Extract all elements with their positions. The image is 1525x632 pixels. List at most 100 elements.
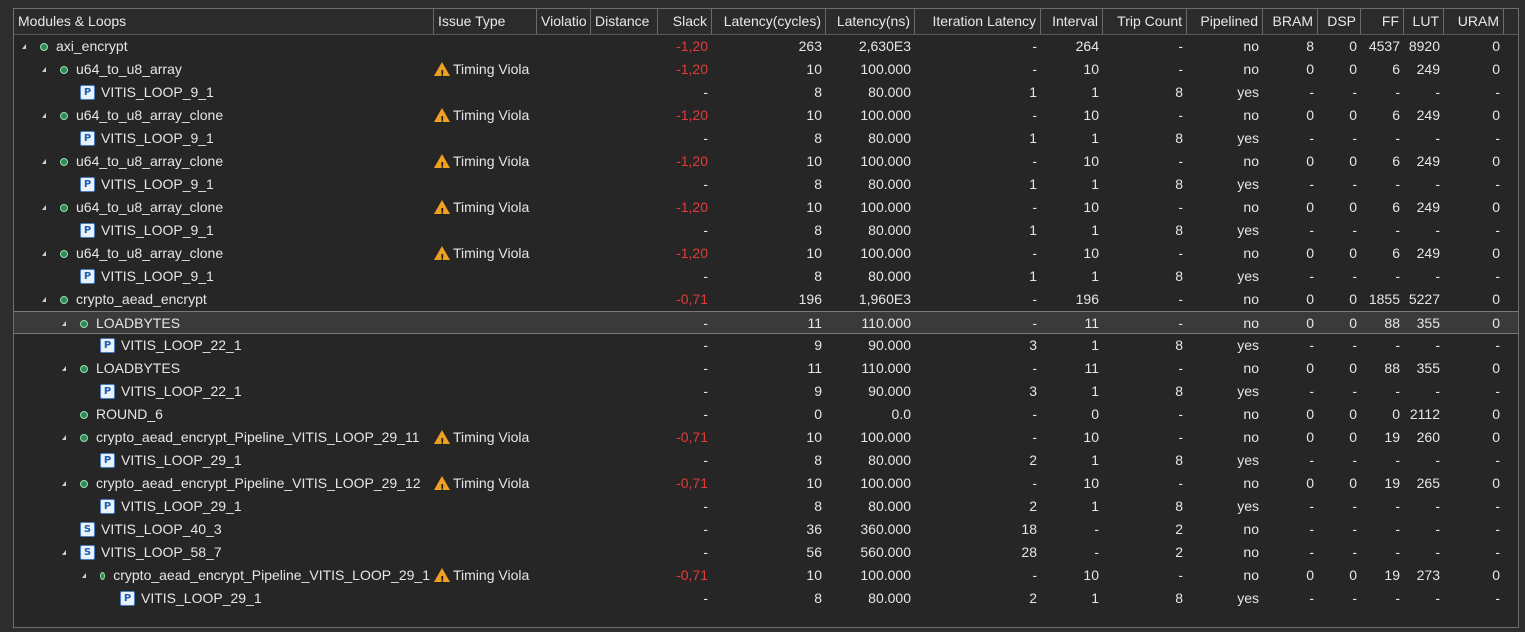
- table-row[interactable]: P VITIS_LOOP_29_1 - 8 80.000 2 1 8 yes - - - - -: [14, 495, 1518, 518]
- column-header-interval[interactable]: Interval: [1041, 9, 1103, 34]
- table-row[interactable]: axi_encrypt -1,20 263 2,630E3 - 264 - no 8 0 4537 8…: [14, 35, 1518, 58]
- table-row[interactable]: ROUND_6 - 0 0.0 - 0 - no 0 0 0 2112 0: [14, 403, 1518, 426]
- module-dot-icon: [80, 364, 88, 373]
- pipelined-cell: yes: [1237, 383, 1259, 399]
- column-header-issue[interactable]: Issue Type: [434, 9, 537, 34]
- ff-cell: -: [1395, 544, 1400, 560]
- module-dot-icon: [80, 410, 88, 419]
- table-row[interactable]: P VITIS_LOOP_29_1 - 8 80.000 2 1 8 yes - - - - -: [14, 587, 1518, 610]
- lat-ns-cell: 100.000: [860, 475, 911, 491]
- lat-ns-cell: 80.000: [868, 590, 911, 606]
- table-row[interactable]: u64_to_u8_array_clone Timing Viola -1,20 10…: [14, 242, 1518, 265]
- column-header-name[interactable]: Modules & Loops: [14, 9, 434, 34]
- column-header-slack[interactable]: Slack: [658, 9, 712, 34]
- module-dot-icon: [100, 571, 106, 580]
- column-header-lat-ns[interactable]: Latency(ns): [826, 9, 915, 34]
- row-name-cell: P VITIS_LOOP_22_1: [14, 380, 434, 403]
- table-row[interactable]: P VITIS_LOOP_9_1 - 8 80.000 1 1 8 yes - - - - -: [14, 219, 1518, 242]
- column-header-pipelined[interactable]: Pipelined: [1187, 9, 1263, 34]
- table-row[interactable]: P VITIS_LOOP_22_1 - 9 90.000 3 1 8 yes - - - - -: [14, 334, 1518, 357]
- issue-type-cell: [434, 518, 537, 541]
- lat-cycles-cell: 196: [798, 291, 822, 307]
- table-row[interactable]: LOADBYTES - 11 110.000 - 11 - no 0 0 88 355 0: [14, 357, 1518, 380]
- triangle-down-icon[interactable]: [42, 205, 46, 210]
- triangle-down-icon[interactable]: [62, 321, 66, 326]
- table-row[interactable]: LOADBYTES - 11 110.000 - 11 - no 0 0 88 355 0: [14, 311, 1518, 334]
- column-header-lut[interactable]: LUT: [1404, 9, 1444, 34]
- pipeline-loop-icon: P: [100, 338, 115, 353]
- triangle-down-icon[interactable]: [42, 159, 46, 164]
- row-name-cell: P VITIS_LOOP_9_1: [14, 173, 434, 196]
- bram-cell: -: [1309, 498, 1314, 514]
- pipelined-cell: no: [1243, 107, 1259, 123]
- bram-cell: 0: [1306, 245, 1314, 261]
- lat-cycles-cell: 10: [806, 245, 822, 261]
- column-header-violation[interactable]: Violatio: [537, 9, 591, 34]
- ff-cell: 88: [1384, 315, 1400, 331]
- triangle-down-icon[interactable]: [42, 113, 46, 118]
- lut-cell: 8920: [1408, 38, 1440, 54]
- row-name: VITIS_LOOP_9_1: [101, 84, 214, 100]
- triangle-down-icon[interactable]: [42, 251, 46, 256]
- bram-cell: -: [1309, 222, 1314, 238]
- table-row[interactable]: u64_to_u8_array_clone Timing Viola -1,20 10…: [14, 150, 1518, 173]
- table-row[interactable]: crypto_aead_encrypt -0,71 196 1,960E3 - 196 - n…: [14, 288, 1518, 311]
- triangle-down-icon[interactable]: [62, 435, 66, 440]
- column-header-iter-lat[interactable]: Iteration Latency: [915, 9, 1041, 34]
- lut-cell: -: [1435, 176, 1440, 192]
- column-header-lat-cycles[interactable]: Latency(cycles): [712, 9, 826, 34]
- interval-cell: 10: [1083, 153, 1099, 169]
- triangle-down-icon[interactable]: [42, 67, 46, 72]
- iter-lat-cell: 18: [1021, 521, 1037, 537]
- column-header-dsp[interactable]: DSP: [1318, 9, 1361, 34]
- slack-cell: -0,71: [676, 429, 708, 445]
- column-header-bram[interactable]: BRAM: [1263, 9, 1318, 34]
- triangle-down-icon[interactable]: [62, 481, 66, 486]
- ff-cell: -: [1395, 176, 1400, 192]
- row-name-cell: LOADBYTES: [14, 312, 434, 335]
- issue-type-cell: [434, 81, 537, 104]
- bram-cell: -: [1309, 383, 1314, 399]
- table-row[interactable]: S VITIS_LOOP_58_7 - 56 560.000 28 - 2 no - - - - -: [14, 541, 1518, 564]
- trip-cell: -: [1178, 315, 1183, 331]
- table-row[interactable]: crypto_aead_encrypt_Pipeline_VITIS_LOOP_…: [14, 564, 1518, 587]
- table-row[interactable]: u64_to_u8_array Timing Viola -1,20 10 100.00…: [14, 58, 1518, 81]
- trip-cell: 8: [1175, 498, 1183, 514]
- triangle-down-icon[interactable]: [62, 550, 66, 555]
- table-row[interactable]: P VITIS_LOOP_9_1 - 8 80.000 1 1 8 yes - - - - -: [14, 127, 1518, 150]
- uram-cell: 0: [1492, 61, 1500, 77]
- column-header-ff[interactable]: FF: [1361, 9, 1404, 34]
- triangle-down-icon[interactable]: [42, 297, 46, 302]
- table-row[interactable]: P VITIS_LOOP_9_1 - 8 80.000 1 1 8 yes - - - - -: [14, 265, 1518, 288]
- table-row[interactable]: P VITIS_LOOP_9_1 - 8 80.000 1 1 8 yes - - - - -: [14, 173, 1518, 196]
- table-row[interactable]: crypto_aead_encrypt_Pipeline_VITIS_LOOP_…: [14, 472, 1518, 495]
- table-row[interactable]: u64_to_u8_array_clone Timing Viola -1,20 10…: [14, 104, 1518, 127]
- lat-cycles-cell: 36: [806, 521, 822, 537]
- triangle-down-icon[interactable]: [22, 44, 26, 49]
- table-row[interactable]: P VITIS_LOOP_22_1 - 9 90.000 3 1 8 yes - - - - -: [14, 380, 1518, 403]
- pipelined-cell: no: [1243, 360, 1259, 376]
- uram-cell: 0: [1492, 291, 1500, 307]
- lat-cycles-cell: 8: [814, 176, 822, 192]
- bram-cell: 0: [1306, 291, 1314, 307]
- triangle-down-icon[interactable]: [62, 366, 66, 371]
- table-row[interactable]: P VITIS_LOOP_9_1 - 8 80.000 1 1 8 yes - - - - -: [14, 81, 1518, 104]
- column-header-distance[interactable]: Distance: [591, 9, 658, 34]
- table-row[interactable]: S VITIS_LOOP_40_3 - 36 360.000 18 - 2 no - - - - -: [14, 518, 1518, 541]
- row-name: crypto_aead_encrypt_Pipeline_VITIS_LOOP_…: [113, 567, 430, 583]
- warning-icon: [434, 154, 450, 173]
- table-row[interactable]: P VITIS_LOOP_29_1 - 8 80.000 2 1 8 yes - - - - -: [14, 449, 1518, 472]
- table-row[interactable]: u64_to_u8_array_clone Timing Viola -1,20 10…: [14, 196, 1518, 219]
- module-dot-icon: [80, 433, 88, 442]
- triangle-down-icon[interactable]: [82, 573, 86, 578]
- trip-cell: -: [1178, 360, 1183, 376]
- bram-cell: -: [1309, 590, 1314, 606]
- ff-cell: -: [1395, 337, 1400, 353]
- column-header-trip[interactable]: Trip Count: [1103, 9, 1187, 34]
- row-name-cell: u64_to_u8_array_clone: [14, 196, 434, 219]
- trip-cell: -: [1178, 107, 1183, 123]
- table-row[interactable]: crypto_aead_encrypt_Pipeline_VITIS_LOOP_…: [14, 426, 1518, 449]
- dsp-cell: -: [1352, 521, 1357, 537]
- column-header-uram[interactable]: URAM: [1444, 9, 1504, 34]
- iter-lat-cell: 1: [1029, 176, 1037, 192]
